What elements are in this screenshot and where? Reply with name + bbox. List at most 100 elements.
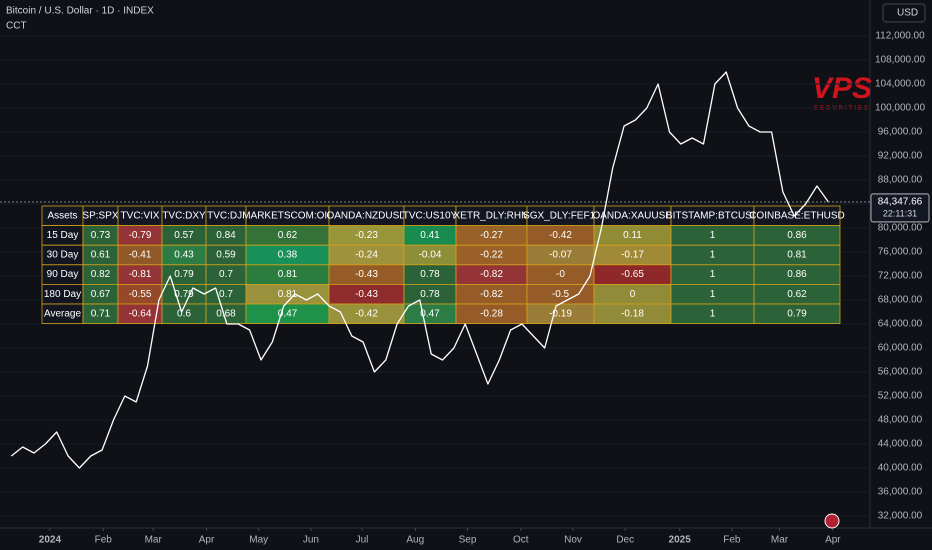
cell-value: 0.67 <box>91 289 111 300</box>
cell-value: 0.82 <box>91 269 111 280</box>
cell-value: -0.19 <box>549 308 572 319</box>
cell-value: 0.84 <box>216 230 236 241</box>
column-header: TVC:VIX <box>121 210 160 221</box>
cell-value: -0.79 <box>129 230 152 241</box>
cell-value: 0.78 <box>420 289 440 300</box>
column-header: COINBASE:ETHUSD <box>749 210 845 221</box>
x-tick-label: Feb <box>723 535 741 546</box>
column-header: TVC:DXY <box>162 210 206 221</box>
cell-value: -0.64 <box>129 308 152 319</box>
currency-button[interactable] <box>882 3 926 23</box>
y-tick-label: 112,000.00 <box>875 31 925 42</box>
x-tick-label: Oct <box>513 535 529 546</box>
cell-value: -0.18 <box>621 308 644 319</box>
x-tick-label: Sep <box>459 535 477 546</box>
cell-value: -0.22 <box>480 250 503 261</box>
column-header: XETR_DLY:RHM <box>454 210 530 221</box>
cell-value: 0.62 <box>787 289 807 300</box>
cell-value: 0.79 <box>174 289 194 300</box>
cell-value: 0.47 <box>420 308 440 319</box>
cell-value: 0.78 <box>420 269 440 280</box>
cell-value: 0.6 <box>177 308 191 319</box>
cell-value: -0.65 <box>621 269 644 280</box>
cell-value: 0 <box>630 289 636 300</box>
price-line <box>10 71 829 469</box>
cell-value: -0.5 <box>552 289 570 300</box>
plot <box>10 71 829 469</box>
y-tick-label: 36,000.00 <box>878 487 923 498</box>
cell-value: 0.57 <box>174 230 194 241</box>
y-tick-label: 60,000.00 <box>878 343 923 354</box>
x-tick-label: Apr <box>199 535 215 546</box>
column-header: TVC:DJI <box>207 210 245 221</box>
symbol-title: Bitcoin / U.S. Dollar · 1D · INDEX <box>6 6 154 17</box>
column-header: TVC:US10Y <box>403 210 458 221</box>
cell-value: 0.41 <box>420 230 440 241</box>
x-tick-label: Jun <box>303 535 319 546</box>
cell-value: 1 <box>710 230 716 241</box>
column-header: Assets <box>47 210 77 221</box>
column-header: MARKETSCOM:OIL <box>242 210 333 221</box>
cell-value: -0.42 <box>549 230 572 241</box>
cell-value: -0.04 <box>419 250 442 261</box>
watermark-tagline: SECURITIES <box>814 106 870 112</box>
cell-value: 0.79 <box>174 269 194 280</box>
cell-value: 0.71 <box>91 308 111 319</box>
x-tick-label: Mar <box>145 535 163 546</box>
y-tick-label: 96,000.00 <box>878 127 923 138</box>
cell-value: 0.11 <box>623 230 642 241</box>
x-tick-label: Feb <box>95 535 113 546</box>
column-header: OANDA:NZDUSD <box>326 210 406 221</box>
row-label: 15 Day <box>47 230 79 241</box>
cell-value: -0.43 <box>355 269 378 280</box>
cell-value: 1 <box>710 250 716 261</box>
y-tick-label: 72,000.00 <box>878 271 923 282</box>
cell-value: -0.07 <box>549 250 572 261</box>
cell-value: 0.81 <box>278 289 298 300</box>
y-tick-label: 40,000.00 <box>878 463 923 474</box>
cell-value: -0.43 <box>355 289 378 300</box>
cell-value: 0.86 <box>787 230 807 241</box>
cell-value: 0.43 <box>174 250 194 261</box>
y-tick-label: 56,000.00 <box>878 367 923 378</box>
cell-value: 1 <box>710 269 716 280</box>
cell-value: 0.7 <box>219 289 233 300</box>
last-price-label: 84,347.66 <box>878 197 923 208</box>
cell-value: 0.68 <box>216 308 236 319</box>
x-tick-label: Nov <box>564 535 582 546</box>
column-header: OANDA:XAUUSD <box>592 210 672 221</box>
currency-label[interactable]: USD <box>897 8 918 19</box>
cell-value: 0.81 <box>787 250 807 261</box>
y-tick-label: 52,000.00 <box>878 391 923 402</box>
countdown-label: 22:11:31 <box>883 208 917 218</box>
y-tick-label: 108,000.00 <box>875 55 925 66</box>
cell-value: 0.73 <box>91 230 111 241</box>
cell-value: 0.62 <box>278 230 298 241</box>
y-tick-label: 44,000.00 <box>878 439 923 450</box>
x-tick-label: Mar <box>771 535 789 546</box>
cell-value: 0.47 <box>278 308 298 319</box>
row-label: 180 Day <box>44 289 81 300</box>
column-header: SGX_DLY:FEF1! <box>523 210 598 221</box>
y-tick-label: 64,000.00 <box>878 319 923 330</box>
cell-value: -0.42 <box>355 308 378 319</box>
cell-value: -0.82 <box>480 289 503 300</box>
cell-value: 0.38 <box>278 250 298 261</box>
indicator-name: CCT <box>6 21 27 32</box>
y-tick-label: 76,000.00 <box>878 247 923 258</box>
cell-value: -0 <box>556 269 565 280</box>
watermark-brand: VPS <box>812 72 872 105</box>
cell-value: -0.24 <box>355 250 378 261</box>
cell-value: -0.41 <box>129 250 152 261</box>
cell-value: 1 <box>710 289 716 300</box>
x-tick-label: 2024 <box>39 535 62 546</box>
calendar-icon[interactable] <box>824 513 840 529</box>
column-header: SP:SPX <box>82 210 118 221</box>
x-tick-label: Dec <box>616 535 634 546</box>
cell-value: 0.81 <box>278 269 298 280</box>
cell-value: 1 <box>710 308 716 319</box>
cell-value: -0.23 <box>355 230 378 241</box>
cell <box>753 303 841 325</box>
